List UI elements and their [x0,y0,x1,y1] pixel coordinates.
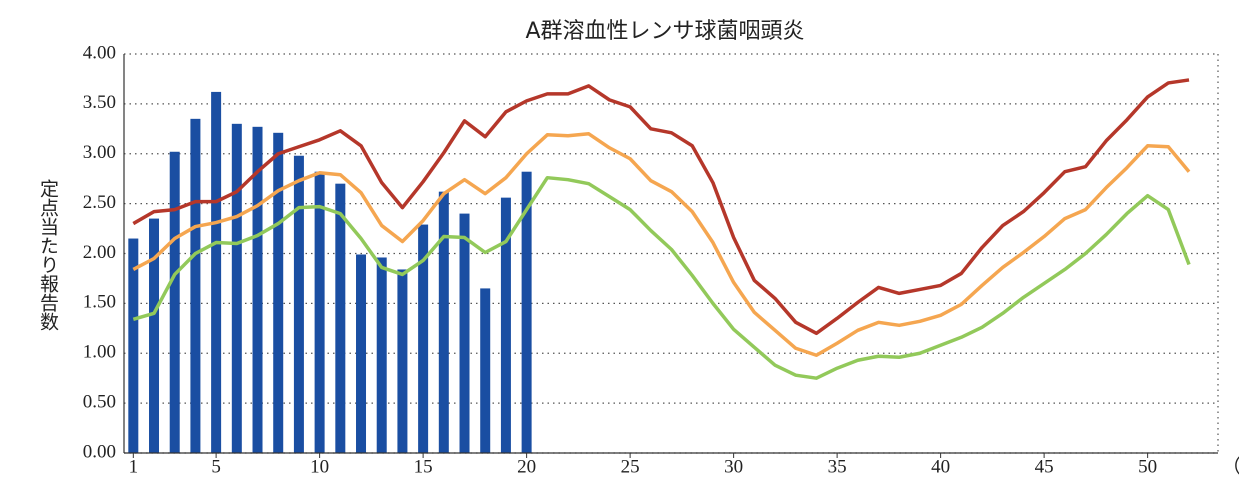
x-tick-label: 5 [211,456,221,477]
line [132,78,1190,336]
bar [521,171,532,453]
bar [500,197,511,453]
line [132,132,1191,357]
y-tick-label: 3.50 [83,92,116,113]
bar [128,238,139,453]
bar [231,123,242,453]
bar [418,224,429,453]
bar [273,132,284,454]
x-axis-label: （週） [1222,455,1239,477]
x-tick-label: 20 [517,456,536,477]
y-tick-label: 0.00 [83,441,116,462]
bar [335,183,346,454]
bar [356,254,367,453]
y-tick-label: 0.50 [83,391,116,412]
x-tick-label: 35 [828,456,847,477]
x-tick-label: 25 [621,456,640,477]
x-tick-label: 30 [724,456,743,477]
y-tick-label: 2.00 [83,242,116,263]
bar [190,118,201,454]
bar [376,257,387,453]
bar [169,151,180,453]
y-tick-label: 4.00 [83,42,116,63]
x-tick-label: 45 [1035,456,1054,477]
bar [438,191,449,453]
x-tick-label: 10 [310,456,329,477]
x-tick-label: 40 [931,456,950,477]
bar [293,155,304,453]
y-tick-label: 1.50 [83,292,116,313]
bar [480,288,491,453]
bar [397,269,408,453]
x-tick-label: 1 [129,456,139,477]
bar [252,126,263,453]
bar [314,171,325,453]
y-axis-label: 定点当たり報告数 [37,179,59,331]
x-tick-label: 15 [414,456,433,477]
line [132,175,1191,380]
y-tick-label: 1.00 [83,342,116,363]
x-tick-label: 50 [1138,456,1157,477]
bar [211,91,222,453]
chart-title: A群溶血性レンサ球菌咽頭炎 [525,19,804,44]
bar [459,213,470,453]
bar [149,218,160,453]
y-tick-label: 3.00 [83,142,116,163]
y-tick-label: 2.50 [83,192,116,213]
